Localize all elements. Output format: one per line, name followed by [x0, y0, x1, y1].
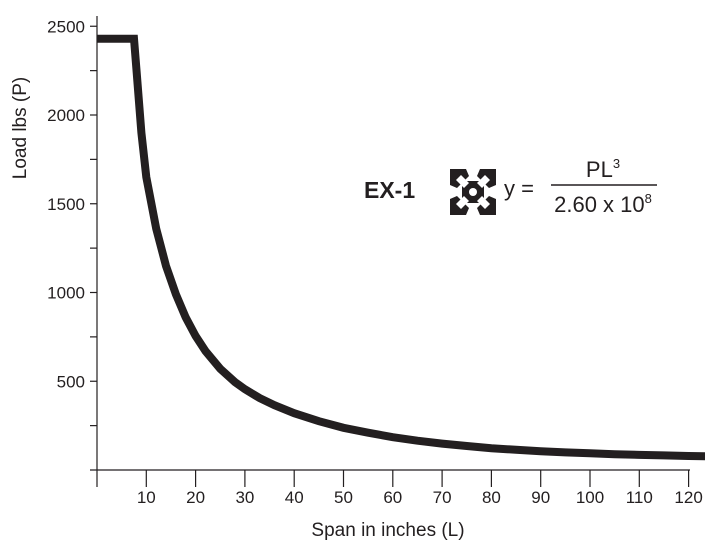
x-tick-label: 60 — [383, 488, 402, 507]
y-tick-label: 500 — [57, 372, 85, 391]
deflection-formula: EX-1 y = PL3 2.60 x 108 — [364, 156, 657, 217]
x-tick-label: 50 — [334, 488, 353, 507]
y-tick-label: 2000 — [47, 106, 85, 125]
x-tick-label: 40 — [285, 488, 304, 507]
x-tick-label: 100 — [576, 488, 604, 507]
x-tick-label: 30 — [235, 488, 254, 507]
axis-ticks — [90, 25, 690, 487]
y-tick-label: 1000 — [47, 284, 85, 303]
formula-numerator: PL3 — [586, 156, 620, 182]
x-tick-label: 10 — [137, 488, 156, 507]
formula-denominator: 2.60 x 108 — [554, 191, 652, 217]
formula-lhs: y = — [504, 176, 534, 201]
x-tick-label: 70 — [433, 488, 452, 507]
extrusion-profile-icon — [450, 169, 496, 215]
x-tick-label: 20 — [186, 488, 205, 507]
axes — [90, 16, 690, 487]
y-tick-label: 1500 — [47, 195, 85, 214]
x-tick-label: 90 — [531, 488, 550, 507]
x-axis-title: Span in inches (L) — [311, 520, 464, 541]
x-tick-label: 80 — [482, 488, 501, 507]
load-span-curve — [97, 34, 705, 461]
axis-tick-labels: 10 20 30 40 50 60 70 80 90 100 110 120 500 1000 1500 20… — [47, 17, 703, 507]
y-axis-title: Load lbs (P) — [10, 77, 31, 179]
y-tick-label: 2500 — [47, 17, 85, 36]
model-label: EX-1 — [364, 177, 415, 203]
x-tick-label: 120 — [674, 488, 702, 507]
x-tick-label: 110 — [626, 488, 653, 507]
